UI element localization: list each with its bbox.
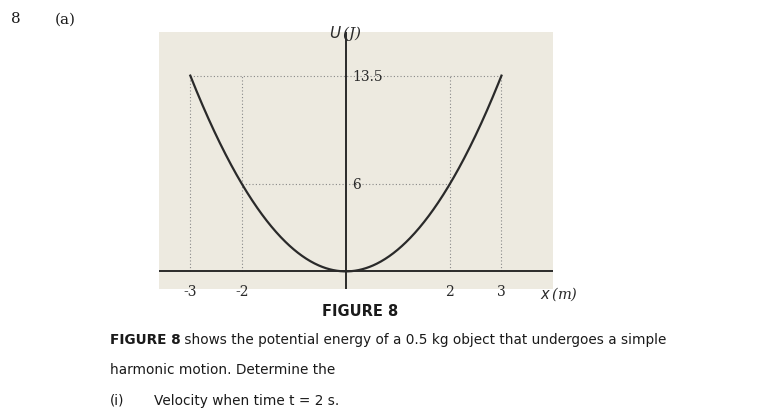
Text: FIGURE 8: FIGURE 8 — [322, 304, 398, 318]
Text: (a): (a) — [55, 12, 76, 26]
Text: 8: 8 — [11, 12, 21, 26]
Text: 6: 6 — [352, 178, 361, 192]
Text: 2: 2 — [445, 285, 454, 299]
Text: -3: -3 — [183, 285, 197, 299]
Text: 3: 3 — [497, 285, 506, 299]
Text: shows the potential energy of a 0.5 kg object that undergoes a simple: shows the potential energy of a 0.5 kg o… — [180, 332, 666, 347]
Text: Velocity when time t = 2 s.: Velocity when time t = 2 s. — [154, 393, 339, 407]
Text: $x\,$(m): $x\,$(m) — [540, 285, 578, 302]
Text: 13.5: 13.5 — [352, 69, 383, 83]
Text: -2: -2 — [236, 285, 249, 299]
Text: (i): (i) — [110, 393, 124, 407]
Text: FIGURE 8: FIGURE 8 — [110, 332, 180, 347]
Text: $U\,$(J): $U\,$(J) — [330, 24, 362, 43]
Text: harmonic motion. Determine the: harmonic motion. Determine the — [110, 363, 335, 377]
